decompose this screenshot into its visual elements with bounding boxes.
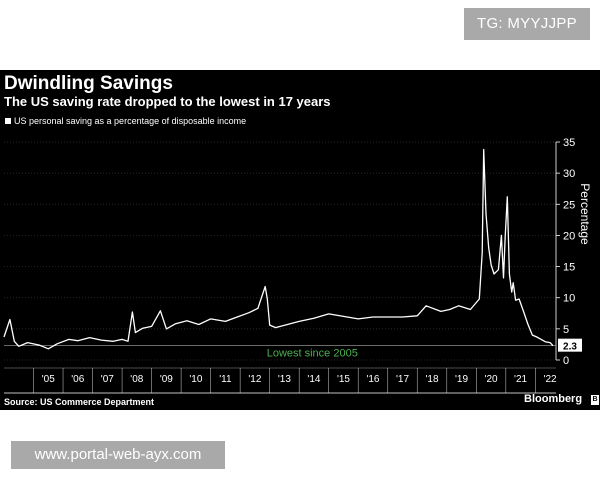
x-tick-label: '18 (425, 374, 438, 385)
x-tick-label: '05 (42, 374, 55, 385)
x-tick-label: '19 (455, 374, 468, 385)
x-tick-label: '21 (514, 374, 527, 385)
x-tick-label: '08 (130, 374, 143, 385)
watermark-bottom-badge: www.portal-web-ayx.com (11, 441, 225, 469)
watermark-top-badge: TG: MYYJJPP (464, 8, 590, 40)
legend-swatch (5, 118, 11, 124)
x-tick-label: '09 (160, 374, 173, 385)
x-tick-label: '22 (544, 374, 557, 385)
chart-panel: Dwindling Savings The US saving rate dro… (0, 70, 600, 410)
brand-mark-icon: B (591, 395, 599, 405)
y-tick-label: 0 (563, 355, 569, 367)
x-tick-label: '20 (485, 374, 498, 385)
chart-legend: US personal saving as a percentage of di… (5, 116, 246, 126)
x-tick-label: '07 (101, 374, 114, 385)
x-tick-label: '16 (366, 374, 379, 385)
x-tick-label: '12 (248, 374, 261, 385)
x-tick-label: '10 (189, 374, 202, 385)
reference-label: Lowest since 2005 (267, 348, 358, 360)
chart-subtitle: The US saving rate dropped to the lowest… (4, 94, 331, 109)
saving-rate-line (3, 148, 554, 350)
chart-title: Dwindling Savings (4, 73, 173, 94)
x-tick-label: '13 (278, 374, 291, 385)
y-tick-label: 25 (563, 199, 575, 211)
latest-value-badge (558, 338, 582, 352)
source-note: Source: US Commerce Department (4, 397, 155, 407)
y-tick-label: 10 (563, 293, 575, 305)
legend-label: US personal saving as a percentage of di… (14, 116, 247, 126)
y-tick-label: 15 (563, 262, 575, 274)
y-tick-label: 5 (563, 324, 569, 336)
x-tick-label: '15 (337, 374, 350, 385)
y-tick-label: 20 (563, 230, 575, 242)
line-chart: 0 5 10 15 20 25 30 35 '05 '06 '07 '08 '09 '10 '11 '12 '1… (3, 137, 582, 394)
x-tick-label: '06 (71, 374, 84, 385)
y-tick-label: 35 (563, 137, 575, 149)
latest-value-label: 2.3 (563, 342, 577, 353)
x-tick-label: '14 (307, 374, 320, 385)
brand-logo-text: Bloomberg (524, 393, 583, 405)
y-tick-label: 30 (563, 168, 575, 180)
x-tick-label: '17 (396, 374, 409, 385)
x-tick-label: '11 (219, 374, 232, 385)
